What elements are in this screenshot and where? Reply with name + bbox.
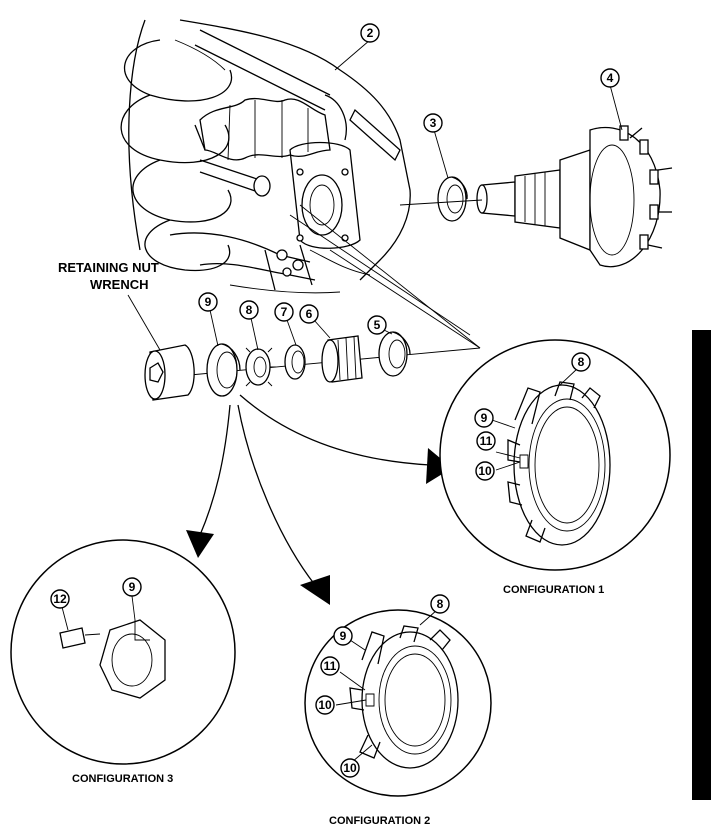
leader-line-b	[299, 204, 481, 349]
arrow-to-config-2	[237, 404, 330, 605]
caption-configuration-2: CONFIGURATION 2	[329, 815, 430, 827]
wrench-label-line-2: WRENCH	[90, 277, 149, 292]
config-3-detail	[10, 539, 236, 765]
arrow-to-config-1	[239, 394, 452, 484]
nut-9	[206, 343, 241, 397]
retaining-nut-wrench	[144, 344, 195, 401]
cv-boot	[194, 97, 331, 161]
callouts: 2 3 4 5 6 7 8 9 8 9 11 10 8 9 11 10	[50, 23, 620, 778]
callout-3: 3	[430, 116, 437, 130]
callout-leaders	[61, 39, 623, 763]
config2-callout-8: 8	[437, 597, 444, 611]
leader-line-a	[329, 249, 481, 349]
config2-callout-9: 9	[340, 629, 347, 643]
config3-callout-12: 12	[53, 592, 67, 606]
caption-configuration-3: CONFIGURATION 3	[72, 773, 173, 785]
config2-callout-10a: 10	[318, 698, 332, 712]
wrench-label: RETAINING NUT WRENCH	[58, 260, 161, 351]
config3-callout-9: 9	[129, 580, 136, 594]
config1-callout-8: 8	[578, 355, 585, 369]
steering-knuckle	[179, 19, 411, 281]
callout-5: 5	[374, 318, 381, 332]
callout-9: 9	[205, 295, 212, 309]
config-2-detail	[304, 609, 492, 797]
page-edge-tab	[692, 330, 711, 800]
callout-7: 7	[281, 305, 288, 319]
config-1-detail	[439, 339, 671, 571]
callout-4: 4	[607, 71, 614, 85]
config2-callout-10b: 10	[343, 761, 357, 775]
config2-callout-11: 11	[324, 659, 337, 673]
caption-configuration-1: CONFIGURATION 1	[503, 584, 604, 596]
callout-6: 6	[306, 307, 313, 321]
bearing-6	[321, 335, 363, 383]
config1-callout-9: 9	[481, 411, 488, 425]
leader-line-c	[289, 214, 471, 336]
config1-callout-10: 10	[478, 464, 492, 478]
callout-2: 2	[367, 26, 374, 40]
callout-8: 8	[246, 303, 253, 317]
assembly-axis	[399, 199, 483, 206]
tie-rod	[199, 159, 271, 197]
seal-3	[437, 176, 468, 222]
nut-7	[284, 344, 306, 380]
config1-callout-11: 11	[480, 434, 493, 448]
lock-washer-8	[245, 347, 276, 387]
hub-spindle-4	[476, 125, 673, 268]
wrench-label-line-1: RETAINING NUT	[58, 260, 159, 275]
arrow-to-config-3	[186, 404, 231, 558]
lower-control-arm	[169, 232, 371, 294]
coil-spring	[120, 19, 233, 272]
seal-5	[378, 331, 411, 377]
